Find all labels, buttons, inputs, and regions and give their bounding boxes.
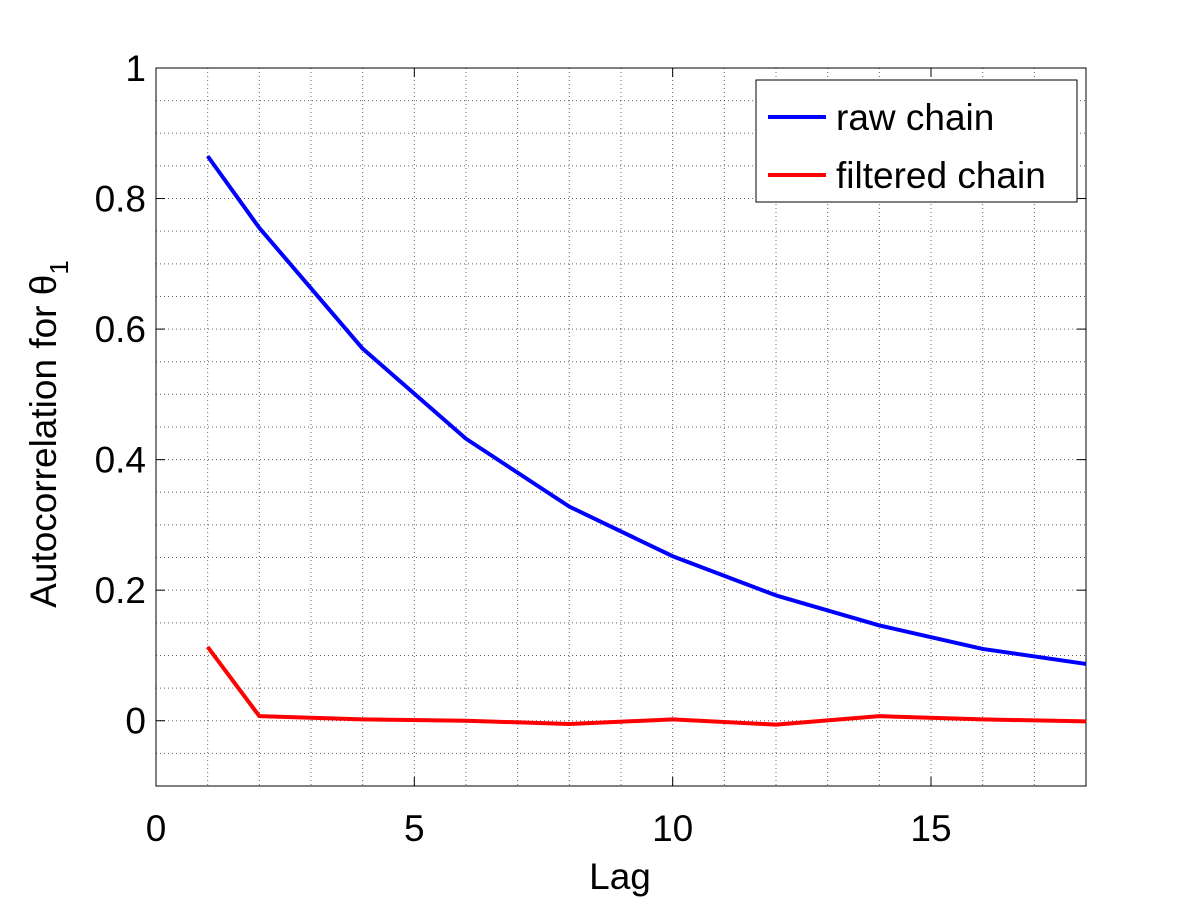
axis-tick-labels: 0 5 10 15 0 0.2 0.4 0.6 0.8 1: [95, 48, 952, 849]
series-lines: [206, 154, 1087, 727]
y-tick-label: 0.6: [95, 309, 146, 350]
series-point: [207, 646, 209, 648]
series-point: [982, 718, 984, 720]
series-line-filtered-chain: [206, 645, 1087, 727]
series-point: [362, 348, 364, 350]
series-point: [1085, 663, 1087, 665]
legend-label: filtered chain: [836, 155, 1046, 196]
x-tick-label: 15: [910, 808, 951, 849]
series-point: [672, 555, 674, 557]
y-tick-label: 0.2: [95, 570, 146, 611]
x-tick-label: 5: [404, 808, 425, 849]
y-tick-label: 0.8: [95, 179, 146, 220]
series-point: [672, 718, 674, 720]
series-point: [775, 594, 777, 596]
series-point: [982, 648, 984, 650]
series-point: [568, 723, 570, 725]
series-point: [568, 506, 570, 508]
series-point: [362, 718, 364, 720]
series-point: [465, 720, 467, 722]
series-point: [878, 715, 880, 717]
legend-label: raw chain: [836, 97, 994, 138]
y-tick-label: 1: [125, 48, 146, 89]
series-point: [465, 438, 467, 440]
series-point: [878, 624, 880, 626]
series-point: [207, 155, 209, 157]
y-axis-label-text: Autocorrelation for θ: [23, 275, 64, 608]
legend: raw chain filtered chain: [755, 79, 1078, 203]
series-line-raw-chain: [206, 154, 1087, 666]
series-point: [1085, 720, 1087, 722]
series-point: [258, 715, 260, 717]
legend-box: [755, 79, 1078, 203]
y-tick-label: 0: [125, 701, 146, 742]
series-point: [258, 227, 260, 229]
x-tick-label: 0: [146, 808, 167, 849]
x-axis-label: Lag: [589, 856, 651, 897]
x-tick-label: 10: [652, 808, 693, 849]
plot-area-frame: [155, 67, 1087, 787]
y-tick-label: 0.4: [95, 440, 146, 481]
y-axis-label-subscript: 1: [44, 260, 74, 274]
series-point: [775, 724, 777, 726]
y-axis-label: Autocorrelation for θ1: [23, 260, 74, 608]
